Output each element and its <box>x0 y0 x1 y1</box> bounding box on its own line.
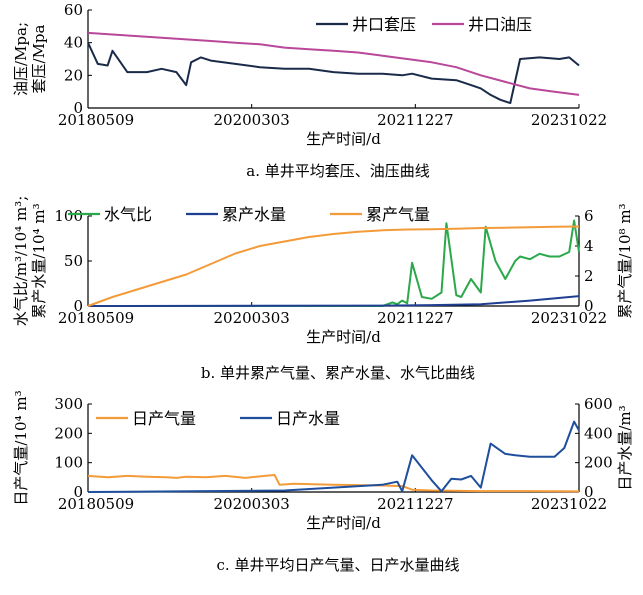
x-tick-label: 20231022 <box>531 309 607 327</box>
panel-b: 0 50 100 0 2 4 6 20180509 20200303 20211227 202310… <box>12 196 634 382</box>
y-right-tick-label: 4 <box>584 237 594 255</box>
y-tick-label: 200 <box>54 424 83 442</box>
series-line-0 <box>87 42 580 105</box>
y-tick-label: 300 <box>54 395 83 413</box>
x-tick-label: 20231022 <box>531 495 607 513</box>
x-axis-label: 生产时间/d <box>306 130 381 148</box>
panel-c: 0 100 200 300 0 200 400 600 20180509 20200303 2021… <box>12 390 634 574</box>
legend-label: 井口油压 <box>468 15 532 34</box>
y-right-tick-label: 2 <box>584 267 594 285</box>
legend-label: 累产气量 <box>366 205 430 224</box>
panel-a: 0 20 40 60 20180509 20200303 20211227 20231022 生… <box>12 1 607 180</box>
legend-label: 日产气量 <box>132 409 196 428</box>
x-tick-label: 20211227 <box>377 111 453 129</box>
caption: a. 单井平均套压、油压曲线 <box>246 162 429 180</box>
y-axis-label: 水气比/m³/10⁴ m³; <box>12 196 30 327</box>
y-right-tick-label: 400 <box>584 424 613 442</box>
series-line-0 <box>87 474 580 493</box>
y-tick-label: 60 <box>64 1 83 19</box>
y-right-tick-label: 0 <box>584 483 594 501</box>
legend-label: 日产水量 <box>276 409 340 428</box>
series-line-0 <box>88 219 580 307</box>
legend-label: 水气比 <box>104 205 152 224</box>
series-line-1 <box>87 420 580 493</box>
x-axis-label: 生产时间/d <box>306 514 381 532</box>
y-right-tick-label: 0 <box>584 297 594 315</box>
y-axis-label-right: 日产水量/m³ <box>616 405 634 490</box>
y-axis-label: 累产水量/10⁴ m³ <box>30 203 48 318</box>
x-tick-label: 20200303 <box>213 111 289 129</box>
x-tick-label: 20200303 <box>213 495 289 513</box>
y-axis-label: 日产气量/10⁴ m³ <box>12 390 30 505</box>
x-axis-label: 生产时间/d <box>306 328 381 346</box>
y-right-tick-label: 6 <box>584 207 594 225</box>
y-axis-label-right: 累产气量/10⁸ m³ <box>616 203 634 318</box>
series-line-1 <box>87 295 580 307</box>
x-tick-label: 20211227 <box>377 309 453 327</box>
y-axis-label: 油压/Mpa; <box>12 22 30 96</box>
x-tick-label: 20200303 <box>213 309 289 327</box>
series-line-1 <box>87 31 580 96</box>
caption: c. 单井平均日产气量、日产水量曲线 <box>217 556 460 574</box>
y-right-tick-label: 600 <box>584 395 613 413</box>
y-tick-label: 0 <box>73 99 83 117</box>
x-tick-label: 20180509 <box>58 111 134 129</box>
y-axis-label: 套压/Mpa <box>30 24 48 93</box>
y-tick-label: 0 <box>73 297 83 315</box>
y-tick-label: 100 <box>54 454 83 472</box>
y-tick-label: 20 <box>64 66 83 84</box>
series-line-2 <box>87 225 580 307</box>
x-tick-label: 20231022 <box>531 111 607 129</box>
y-tick-label: 100 <box>54 207 83 225</box>
legend-label: 井口套压 <box>352 15 416 34</box>
x-tick-label: 20180509 <box>58 309 134 327</box>
x-tick-label: 20211227 <box>377 495 453 513</box>
y-right-tick-label: 200 <box>584 454 613 472</box>
y-tick-label: 40 <box>64 34 83 52</box>
caption: b. 单井累产气量、累产水量、水气比曲线 <box>201 364 475 382</box>
y-tick-label: 0 <box>73 483 83 501</box>
y-tick-label: 50 <box>64 252 83 270</box>
legend-label: 累产水量 <box>222 205 286 224</box>
x-tick-label: 20180509 <box>58 495 134 513</box>
